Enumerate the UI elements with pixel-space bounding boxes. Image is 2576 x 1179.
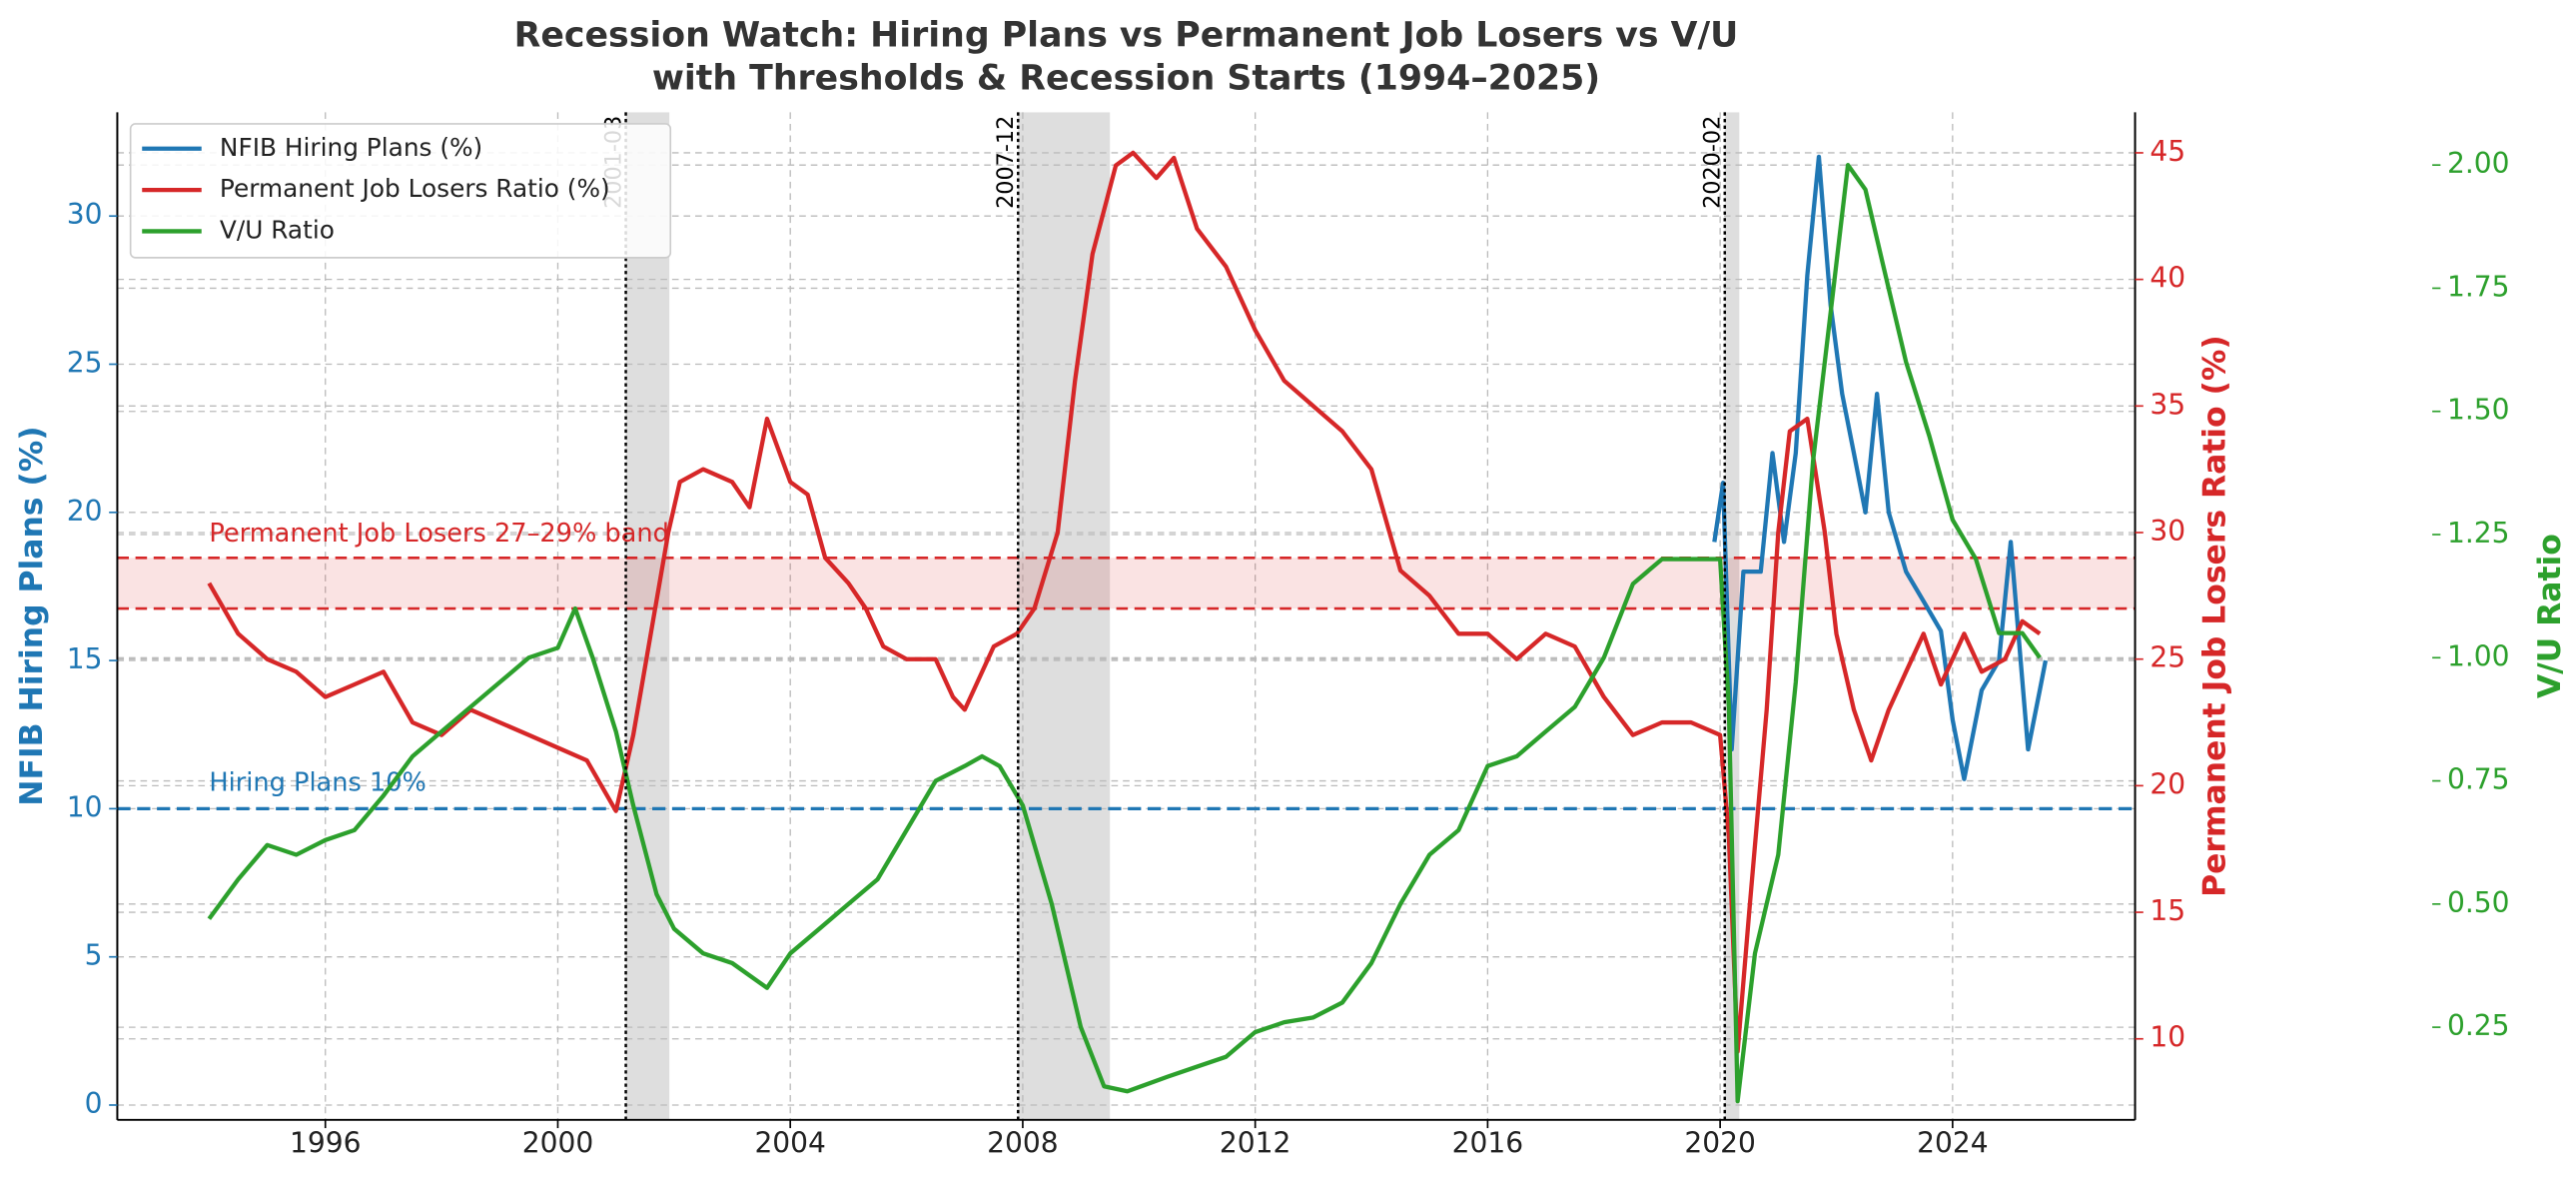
chart-title: Recession Watch: Hiring Plans vs Permane… [514,15,1739,55]
yticks-label: 5 [85,939,103,972]
legend: NFIB Hiring Plans (%) Permanent Job Loser… [129,123,672,259]
series-line [1712,154,2049,781]
x-tick-label: 2008 [987,1127,1059,1160]
y3ticks-label: 1.25 [2447,517,2510,550]
legend-label: NFIB Hiring Plans (%) [220,133,482,162]
yticks-label: 30 [67,198,103,231]
legend-label: V/U Ratio [220,215,335,244]
yticks-label: 20 [67,495,103,528]
x-tick-label: 2012 [1220,1127,1291,1160]
y2ticks-label: 10 [2149,1021,2185,1054]
y3ticks-label: 0.50 [2447,886,2510,919]
y-axis-label: NFIB Hiring Plans (%) [14,426,50,805]
recession-band [625,112,670,1120]
y2ticks-label: 25 [2149,641,2185,674]
y2-axis-label: Permanent Job Losers Ratio (%) [2197,335,2233,897]
chart-title: with Thresholds & Recession Starts (1994… [652,58,1600,98]
y3ticks-label: 0.75 [2447,763,2510,796]
yticks-label: 15 [67,642,103,675]
y3ticks-label: 1.00 [2447,639,2510,672]
legend-label: Permanent Job Losers Ratio (%) [220,174,610,203]
x-tick-label: 2020 [1684,1127,1756,1160]
recession-label: 2007-12 [993,116,1019,209]
x-tick-label: 2000 [522,1127,594,1160]
threshold-band [117,558,2136,609]
legend-box [129,123,672,259]
y3ticks-label: 1.50 [2447,394,2510,427]
x-tick-label: 2024 [1917,1127,1989,1160]
recession-label: 2020-02 [1700,116,1726,209]
y2ticks-label: 30 [2149,515,2185,548]
series-line [207,150,2042,1054]
threshold-label: Hiring Plans 10% [209,768,427,798]
series-line [207,162,2042,1104]
yticks-label: 25 [67,347,103,380]
y2ticks-label: 40 [2149,262,2185,295]
y3ticks-label: 1.75 [2447,270,2510,303]
y2ticks-label: 20 [2149,767,2185,800]
y3-axis-label: V/U Ratio [2532,534,2568,698]
band-label: Permanent Job Losers 27–29% band [209,519,669,549]
recession-band [1018,112,1111,1120]
y3ticks-label: 0.25 [2447,1009,2510,1042]
x-tick-label: 2016 [1452,1127,1524,1160]
x-tick-label: 1996 [290,1127,362,1160]
y2ticks-label: 35 [2149,388,2185,421]
y2ticks-label: 15 [2149,894,2185,927]
y2ticks-label: 45 [2149,135,2185,168]
yticks-label: 10 [67,790,103,823]
y3ticks-label: 2.00 [2447,147,2510,180]
x-tick-label: 2004 [754,1127,826,1160]
yticks-label: 0 [85,1087,103,1120]
